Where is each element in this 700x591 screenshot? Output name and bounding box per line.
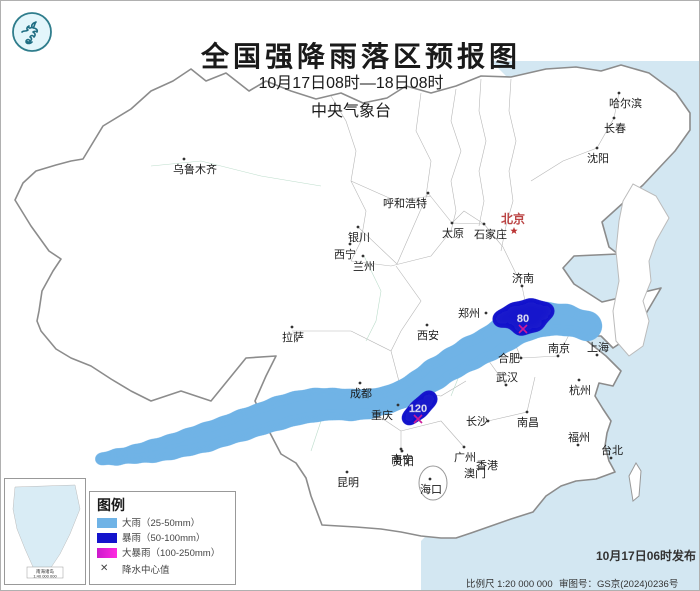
svg-text:1:40 000 000: 1:40 000 000 <box>33 574 57 579</box>
svg-text:郑州: 郑州 <box>458 306 480 320</box>
svg-text:南京: 南京 <box>548 341 570 355</box>
svg-text:长春: 长春 <box>604 122 626 135</box>
svg-text:兰州: 兰州 <box>353 260 375 273</box>
svg-text:澳门: 澳门 <box>464 466 486 480</box>
svg-text:济南: 济南 <box>512 271 534 285</box>
svg-text:北京: 北京 <box>501 211 525 226</box>
svg-text:南昌: 南昌 <box>517 416 539 429</box>
svg-text:福州: 福州 <box>568 430 590 444</box>
svg-text:乌鲁木齐: 乌鲁木齐 <box>173 162 217 176</box>
svg-text:广州: 广州 <box>454 451 476 464</box>
svg-text:太原: 太原 <box>442 227 464 240</box>
svg-text:长沙: 长沙 <box>466 415 488 428</box>
svg-text:重庆: 重庆 <box>371 408 393 422</box>
svg-text:呼和浩特: 呼和浩特 <box>383 196 427 210</box>
svg-text:海口: 海口 <box>420 482 442 496</box>
svg-text:银川: 银川 <box>348 230 370 244</box>
svg-text:120: 120 <box>409 403 427 415</box>
svg-text:成都: 成都 <box>350 387 372 400</box>
svg-text:西宁: 西宁 <box>334 247 356 261</box>
svg-text:武汉: 武汉 <box>496 371 518 384</box>
svg-text:杭州: 杭州 <box>569 383 591 397</box>
svg-text:石家庄: 石家庄 <box>474 227 507 241</box>
svg-text:拉萨: 拉萨 <box>282 330 304 344</box>
svg-text:西安: 西安 <box>417 328 439 342</box>
svg-text:沈阳: 沈阳 <box>587 151 609 165</box>
svg-text:合肥: 合肥 <box>498 351 520 365</box>
svg-text:台北: 台北 <box>601 443 623 457</box>
svg-text:南宁: 南宁 <box>391 452 413 466</box>
svg-text:上海: 上海 <box>587 340 609 354</box>
svg-text:昆明: 昆明 <box>337 476 359 489</box>
svg-text:80: 80 <box>517 313 529 325</box>
